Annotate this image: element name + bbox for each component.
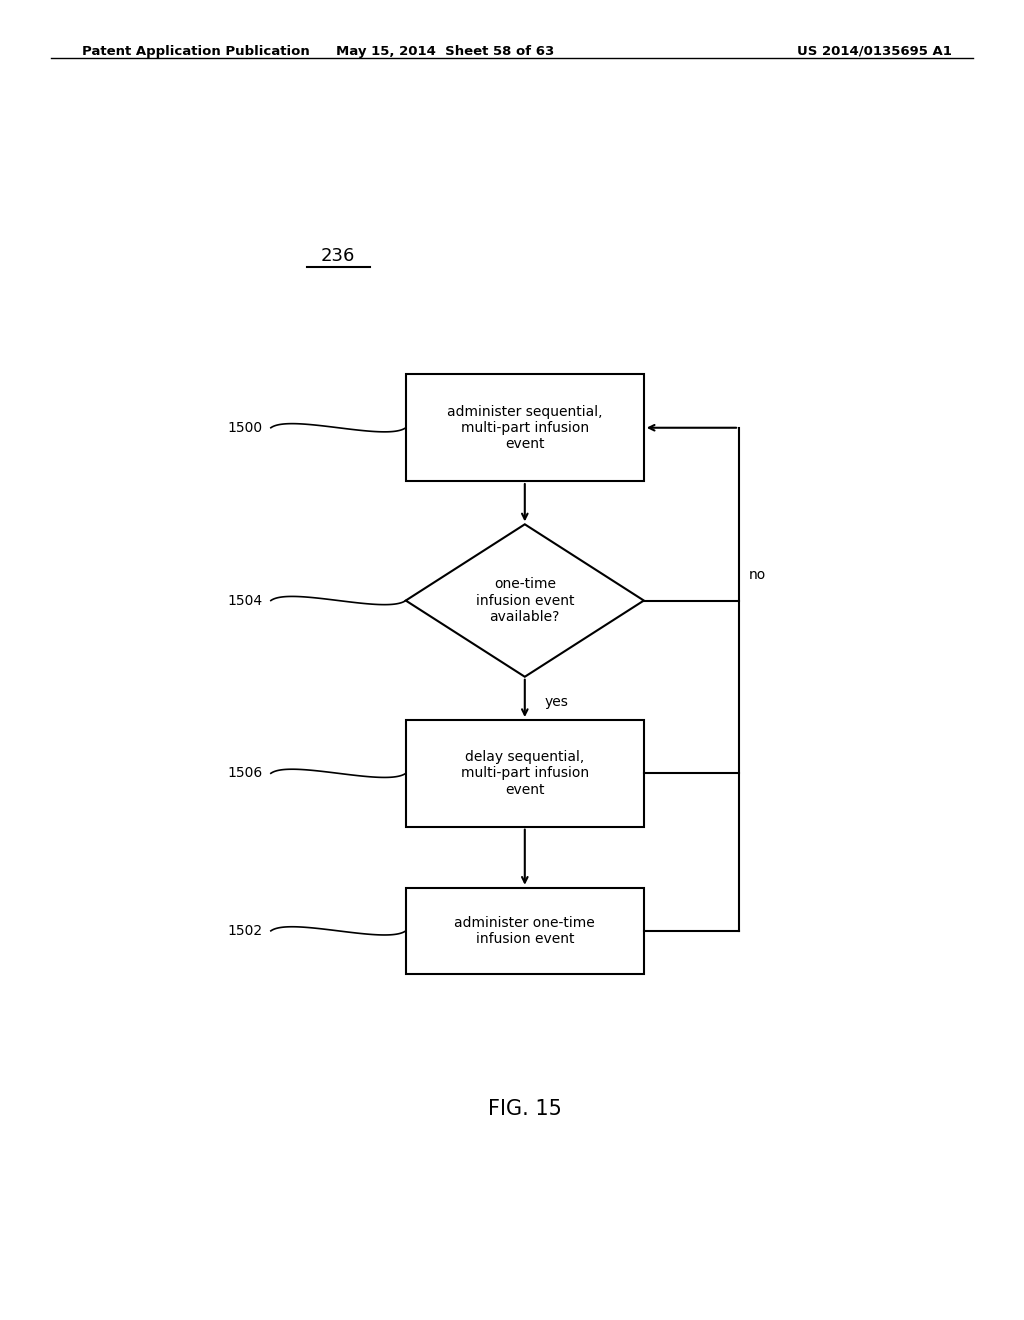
Text: administer one-time
infusion event: administer one-time infusion event xyxy=(455,916,595,946)
Text: 1500: 1500 xyxy=(227,421,263,434)
Text: US 2014/0135695 A1: US 2014/0135695 A1 xyxy=(798,45,952,58)
Text: 1506: 1506 xyxy=(227,767,263,780)
Text: delay sequential,
multi-part infusion
event: delay sequential, multi-part infusion ev… xyxy=(461,750,589,796)
Text: no: no xyxy=(749,568,766,582)
Text: 1504: 1504 xyxy=(227,594,263,607)
Text: 1502: 1502 xyxy=(227,924,263,939)
FancyBboxPatch shape xyxy=(406,887,644,974)
Text: May 15, 2014  Sheet 58 of 63: May 15, 2014 Sheet 58 of 63 xyxy=(336,45,555,58)
Text: administer sequential,
multi-part infusion
event: administer sequential, multi-part infusi… xyxy=(447,404,602,451)
Text: 236: 236 xyxy=(322,247,355,265)
Polygon shape xyxy=(406,524,644,677)
Text: yes: yes xyxy=(545,696,568,709)
Text: Patent Application Publication: Patent Application Publication xyxy=(82,45,309,58)
Text: FIG. 15: FIG. 15 xyxy=(487,1098,562,1119)
FancyBboxPatch shape xyxy=(406,375,644,480)
FancyBboxPatch shape xyxy=(406,719,644,826)
Text: one-time
infusion event
available?: one-time infusion event available? xyxy=(475,577,574,624)
